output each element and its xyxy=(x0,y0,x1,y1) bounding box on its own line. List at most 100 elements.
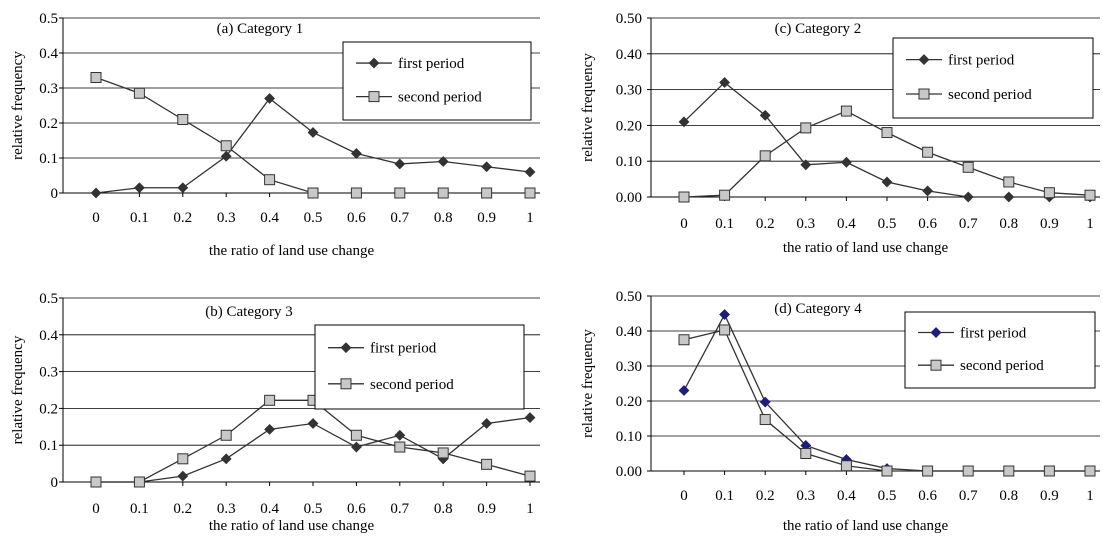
x-tick-label: 0.1 xyxy=(130,501,149,517)
x-tick-label: 0.2 xyxy=(173,210,192,226)
x-tick-label: 0.5 xyxy=(878,488,897,504)
data-point xyxy=(759,414,771,426)
data-point xyxy=(1084,189,1096,201)
legend-marker xyxy=(340,378,352,390)
data-point xyxy=(719,324,731,336)
x-tick-label: 0.8 xyxy=(434,501,453,517)
x-tick-label: 0.8 xyxy=(434,210,453,226)
data-point xyxy=(678,116,690,128)
y-tick-label: 0.10 xyxy=(616,429,642,445)
data-point xyxy=(1003,465,1015,477)
data-point xyxy=(524,412,536,424)
y-tick-label: 0.00 xyxy=(616,464,642,480)
data-point xyxy=(437,447,449,459)
data-point xyxy=(350,441,362,453)
y-tick-label: 0.10 xyxy=(616,154,642,170)
data-point xyxy=(840,105,852,117)
legend: first period second period xyxy=(342,41,532,121)
data-point xyxy=(264,423,276,435)
y-tick-label: 0.50 xyxy=(616,289,642,305)
x-tick-label: 0.5 xyxy=(878,216,897,232)
legend-label: first period xyxy=(398,56,465,72)
data-point xyxy=(962,161,974,173)
y-axis-title: relative frequency xyxy=(580,329,596,438)
data-point xyxy=(524,187,536,199)
data-point xyxy=(800,448,812,459)
data-point xyxy=(881,465,893,477)
data-point xyxy=(394,158,406,170)
y-tick-label: 0.50 xyxy=(616,11,642,27)
data-point xyxy=(264,394,276,406)
legend-label: second period xyxy=(960,358,1044,374)
chart-title: (b) Category 3 xyxy=(205,304,292,320)
x-tick-label: 0.4 xyxy=(260,501,279,517)
legend: first period second period xyxy=(904,311,1096,389)
legend-label: second period xyxy=(398,90,482,106)
legend-label: first period xyxy=(960,326,1027,342)
chart-panel-4: 0.00 0.10 0.20 0.30 0.40 0.50 0 0.1 0.2 0.3 0.4 0.5… xyxy=(580,289,1100,534)
x-axis-title: the ratio of land use change xyxy=(209,243,375,259)
data-point xyxy=(307,127,319,138)
x-tick-label: 0.7 xyxy=(390,501,409,517)
y-tick-label: 0.4 xyxy=(39,328,58,344)
data-point xyxy=(220,150,232,162)
legend-box xyxy=(904,311,1096,389)
data-point xyxy=(481,187,493,199)
data-point xyxy=(481,161,493,173)
legend-marker xyxy=(368,91,380,103)
data-point xyxy=(133,476,145,488)
data-point xyxy=(1084,465,1096,477)
chart-panel-3: 0.00 0.10 0.20 0.30 0.40 0.50 0 0.1 0.2 0.3 0.4 0.5… xyxy=(580,11,1100,256)
x-tick-label: 0.6 xyxy=(918,488,937,504)
chart-title: (c) Category 2 xyxy=(775,21,862,37)
data-point xyxy=(220,429,232,441)
y-tick-label: 0.2 xyxy=(39,116,58,132)
x-tick-label: 0.3 xyxy=(217,501,236,517)
y-tick-label: 0.30 xyxy=(616,83,642,99)
data-point xyxy=(719,77,731,88)
data-point xyxy=(1003,191,1015,203)
data-point xyxy=(962,465,974,477)
x-tick-label: 0.6 xyxy=(347,210,366,226)
y-tick-label: 0.4 xyxy=(39,46,58,62)
data-point xyxy=(1043,187,1055,199)
data-point xyxy=(437,187,449,199)
x-tick-label: 1 xyxy=(526,210,534,226)
x-tick-label: 0.3 xyxy=(796,488,815,504)
y-axis-title: relative frequency xyxy=(580,53,596,162)
x-axis-title: the ratio of land use change xyxy=(209,518,375,534)
legend-label: first period xyxy=(370,341,437,357)
x-tick-label: 0.5 xyxy=(304,210,323,226)
data-point xyxy=(524,166,536,178)
y-tick-label: 0.20 xyxy=(616,118,642,134)
x-tick-label: 0.6 xyxy=(347,501,366,517)
chart-panel-1: 0 0.1 0.2 0.3 0.4 0.5 0 0.1 0.2 0.3 0.4 0.5 0.6 0.7 0.… xyxy=(10,11,540,259)
data-point xyxy=(759,150,771,162)
chart-title: (d) Category 4 xyxy=(774,301,862,317)
x-tick-label: 0.4 xyxy=(837,216,856,232)
data-point xyxy=(881,176,893,188)
data-point xyxy=(922,146,934,158)
data-point xyxy=(220,453,232,465)
x-tick-label: 0 xyxy=(680,488,688,504)
y-tick-label: 0.2 xyxy=(39,401,58,417)
y-tick-label: 0.30 xyxy=(616,359,642,375)
x-tick-label: 0.2 xyxy=(756,488,775,504)
y-tick-label: 0 xyxy=(51,475,59,491)
data-point xyxy=(437,156,449,167)
legend-label: second period xyxy=(948,87,1032,103)
data-point xyxy=(922,185,934,197)
data-point xyxy=(90,476,102,488)
legend-marker xyxy=(340,342,352,354)
x-tick-label: 1 xyxy=(1086,488,1094,504)
y-tick-label: 0.3 xyxy=(39,365,58,381)
data-point xyxy=(177,182,189,194)
x-tick-label: 0.8 xyxy=(999,216,1018,232)
x-tick-label: 0.1 xyxy=(715,488,734,504)
x-tick-label: 1 xyxy=(1086,216,1094,232)
data-point xyxy=(840,156,852,168)
data-point xyxy=(133,182,145,194)
data-point xyxy=(394,187,406,199)
data-point xyxy=(840,460,852,472)
